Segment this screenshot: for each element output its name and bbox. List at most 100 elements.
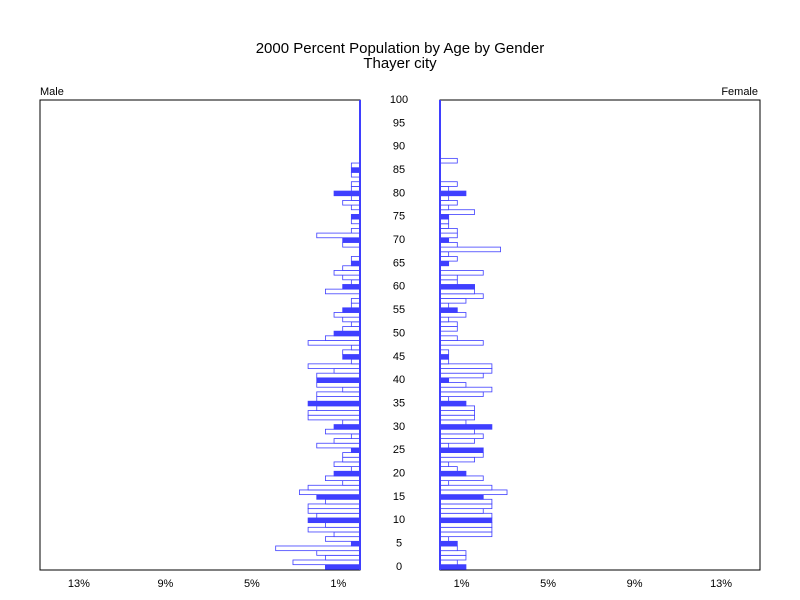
bar — [325, 428, 361, 435]
bar — [307, 503, 361, 510]
bar — [439, 316, 450, 323]
bar — [316, 232, 361, 239]
bar — [439, 503, 493, 510]
y-tick-label: 55 — [393, 304, 405, 316]
bar — [439, 298, 467, 304]
bar — [439, 442, 450, 449]
y-tick-label: 25 — [393, 444, 405, 456]
bar — [439, 185, 450, 192]
bar — [316, 391, 361, 397]
y-tick-label: 100 — [390, 94, 408, 106]
y-tick-label: 15 — [393, 491, 405, 503]
bar — [439, 517, 493, 524]
bar — [439, 484, 493, 491]
bar — [439, 363, 493, 369]
bar — [350, 162, 361, 169]
bar — [333, 424, 361, 430]
bar — [439, 293, 484, 299]
bar — [439, 354, 450, 360]
x-tick-label: 1% — [330, 578, 346, 590]
bar — [325, 335, 361, 341]
bar — [439, 480, 450, 486]
bar — [439, 214, 450, 220]
bar — [350, 302, 361, 309]
bar — [439, 512, 493, 519]
bar — [439, 335, 458, 341]
bar — [439, 270, 484, 276]
bar — [307, 410, 361, 416]
bar — [350, 321, 361, 327]
bar — [342, 200, 361, 206]
bar — [439, 489, 508, 496]
panel-label: Male — [40, 86, 64, 98]
bar — [439, 279, 458, 285]
y-tick-label: 85 — [393, 164, 405, 176]
bar — [325, 522, 361, 528]
y-tick-label: 45 — [393, 351, 405, 363]
bar — [342, 284, 361, 290]
bar — [333, 270, 361, 276]
bar — [350, 466, 361, 472]
bar — [439, 340, 484, 346]
y-tick-label: 5 — [396, 538, 402, 550]
bar — [350, 214, 361, 220]
bar — [275, 545, 361, 552]
y-tick-label: 75 — [393, 211, 405, 223]
bar — [333, 190, 361, 197]
bar — [350, 228, 361, 234]
chart-subtitle: Thayer city — [363, 55, 437, 72]
bar — [439, 470, 467, 477]
y-tick-label: 65 — [393, 257, 405, 269]
bar — [325, 536, 361, 542]
bar — [439, 396, 450, 402]
y-tick-label: 0 — [396, 561, 402, 573]
x-tick-label: 9% — [627, 578, 643, 590]
bar — [439, 372, 484, 379]
x-tick-label: 9% — [157, 578, 173, 590]
bar — [439, 526, 493, 533]
y-tick-label: 30 — [393, 421, 405, 433]
bar — [350, 344, 361, 351]
bar — [307, 508, 361, 514]
bar — [439, 428, 475, 435]
bar — [350, 298, 361, 304]
bar — [439, 209, 475, 215]
panel-frame — [39, 99, 361, 571]
bar — [439, 232, 458, 239]
bar — [342, 480, 361, 486]
bar — [333, 531, 361, 538]
bar — [439, 260, 450, 267]
y-tick-label: 80 — [393, 187, 405, 199]
bar — [350, 195, 361, 201]
bar — [439, 405, 475, 411]
bar — [316, 382, 361, 388]
bar — [439, 349, 450, 355]
bar — [325, 554, 361, 561]
bar — [307, 400, 361, 407]
bar — [299, 489, 361, 496]
bar — [350, 204, 361, 211]
bar — [350, 167, 361, 173]
y-tick-label: 20 — [393, 468, 405, 480]
bar — [439, 508, 484, 514]
bar — [307, 517, 361, 524]
bar — [342, 349, 361, 355]
bar — [439, 494, 484, 500]
bar — [439, 447, 484, 453]
bar — [350, 256, 361, 262]
bar — [439, 358, 450, 365]
bar — [439, 274, 458, 281]
bar — [350, 540, 361, 547]
bar — [350, 218, 361, 225]
bar — [350, 185, 361, 192]
bar — [439, 377, 450, 383]
bar — [439, 433, 484, 439]
bar — [439, 400, 467, 407]
bar — [333, 330, 361, 337]
bar — [342, 274, 361, 281]
bar — [439, 564, 467, 570]
bar — [350, 447, 361, 453]
bar — [342, 419, 361, 425]
x-tick-label: 13% — [710, 578, 732, 590]
bar — [439, 195, 450, 201]
